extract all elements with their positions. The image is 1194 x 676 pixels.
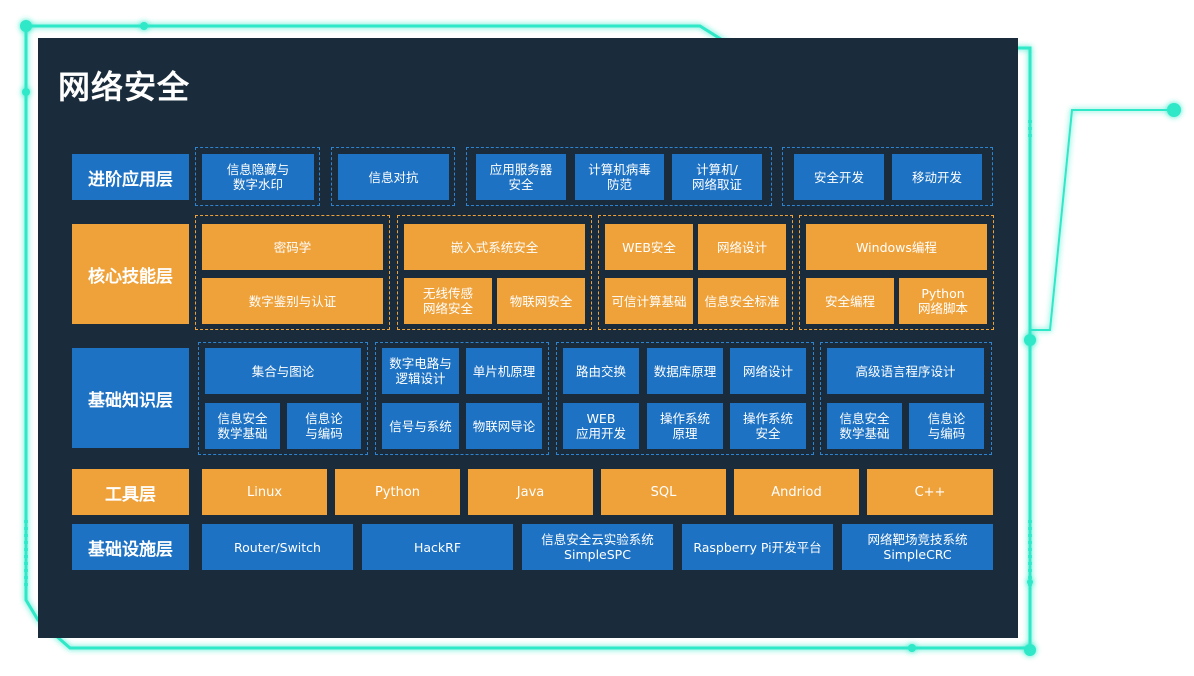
infra-box: 网络靶场竞技系统 SimpleCRC bbox=[842, 524, 993, 570]
tool-box: Linux bbox=[202, 469, 327, 515]
group-core bbox=[195, 215, 390, 330]
node-box: 数据库原理 bbox=[647, 348, 723, 394]
node-box: 物联网导论 bbox=[466, 403, 542, 449]
node-box: 集合与图论 bbox=[205, 348, 361, 394]
infra-box: Raspberry Pi开发平台 bbox=[682, 524, 833, 570]
node-box: 应用服务器 安全 bbox=[476, 154, 566, 200]
node-box: 可信计算基础 bbox=[605, 278, 693, 324]
layer-infra: 基础设施层 bbox=[72, 524, 189, 570]
tool-box: Andriod bbox=[734, 469, 859, 515]
node-box: 移动开发 bbox=[892, 154, 982, 200]
node-box: 单片机原理 bbox=[466, 348, 542, 394]
tool-box: C++ bbox=[867, 469, 993, 515]
node-box: 路由交换 bbox=[563, 348, 639, 394]
node-dot bbox=[908, 644, 916, 652]
node-box: 安全开发 bbox=[794, 154, 884, 200]
node-box: 网络设计 bbox=[730, 348, 806, 394]
group-advanced bbox=[782, 147, 993, 206]
node-box: Windows编程 bbox=[806, 224, 987, 270]
layer-tools: 工具层 bbox=[72, 469, 189, 515]
tool-box: Python bbox=[335, 469, 460, 515]
node-box: 操作系统 安全 bbox=[730, 403, 806, 449]
group-advanced bbox=[331, 147, 455, 206]
group-basic bbox=[556, 342, 814, 455]
node-dot bbox=[1024, 644, 1036, 656]
group-core bbox=[397, 215, 592, 330]
group-basic bbox=[375, 342, 549, 455]
layer-core: 核心技能层 bbox=[72, 224, 189, 324]
group-advanced bbox=[466, 147, 772, 206]
node-box: WEB 应用开发 bbox=[563, 403, 639, 449]
node-box: 信号与系统 bbox=[382, 403, 459, 449]
node-box: 信息论 与编码 bbox=[909, 403, 984, 449]
node-dot bbox=[1024, 334, 1036, 346]
tool-box: Java bbox=[468, 469, 593, 515]
node-box: 无线传感 网络安全 bbox=[404, 278, 492, 324]
node-dot bbox=[1167, 103, 1181, 117]
node-box: 信息隐藏与 数字水印 bbox=[202, 154, 314, 200]
infra-box: HackRF bbox=[362, 524, 513, 570]
group-core bbox=[799, 215, 994, 330]
node-box: 安全编程 bbox=[806, 278, 894, 324]
node-box: 信息安全 数学基础 bbox=[827, 403, 902, 449]
node-box: 信息安全标准 bbox=[698, 278, 786, 324]
node-box: 网络设计 bbox=[698, 224, 786, 270]
node-box: 嵌入式系统安全 bbox=[404, 224, 585, 270]
infra-box: Router/Switch bbox=[202, 524, 353, 570]
group-core bbox=[598, 215, 793, 330]
layer-advanced: 进阶应用层 bbox=[72, 154, 189, 200]
node-box: 物联网安全 bbox=[497, 278, 585, 324]
node-box: 数字电路与 逻辑设计 bbox=[382, 348, 459, 394]
node-box: WEB安全 bbox=[605, 224, 693, 270]
node-dot bbox=[22, 88, 30, 96]
node-box: 操作系统 原理 bbox=[647, 403, 723, 449]
node-box: 数字鉴别与认证 bbox=[202, 278, 383, 324]
node-dot bbox=[140, 22, 148, 30]
group-basic bbox=[820, 342, 992, 455]
node-box: 信息对抗 bbox=[338, 154, 449, 200]
node-box: 信息安全 数学基础 bbox=[205, 403, 280, 449]
group-basic bbox=[198, 342, 368, 455]
node-box: 信息论 与编码 bbox=[287, 403, 361, 449]
group-advanced bbox=[195, 147, 320, 206]
node-dot bbox=[20, 20, 32, 32]
tool-box: SQL bbox=[601, 469, 726, 515]
layer-basic: 基础知识层 bbox=[72, 348, 189, 448]
node-box: 密码学 bbox=[202, 224, 383, 270]
infra-box: 信息安全云实验系统 SimpleSPC bbox=[522, 524, 673, 570]
page-title: 网络安全 bbox=[58, 68, 191, 106]
node-box: 高级语言程序设计 bbox=[827, 348, 984, 394]
node-box: Python 网络脚本 bbox=[899, 278, 987, 324]
node-box: 计算机/ 网络取证 bbox=[672, 154, 762, 200]
frame-connector bbox=[1030, 109, 1174, 331]
node-box: 计算机病毒 防范 bbox=[575, 154, 664, 200]
